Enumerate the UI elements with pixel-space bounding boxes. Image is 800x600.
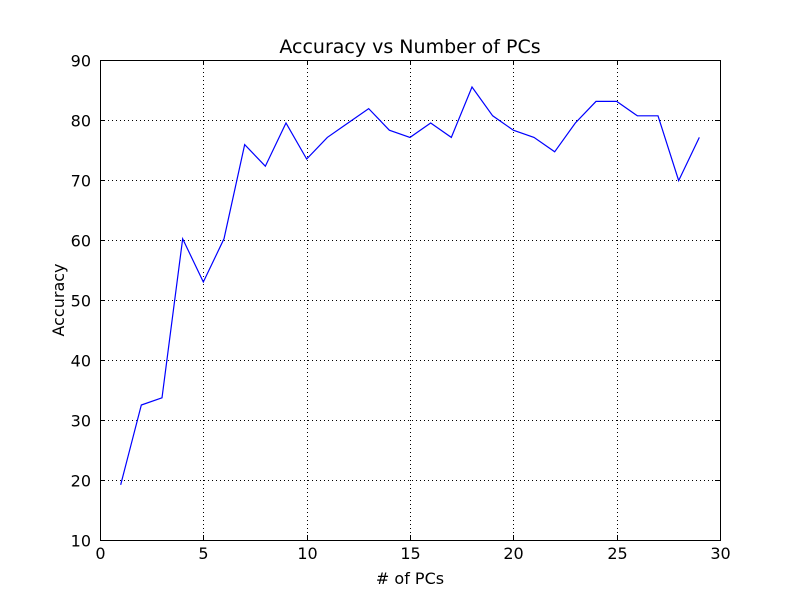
y-tick-label: 40 [71, 352, 91, 371]
y-tick-label: 80 [71, 112, 91, 131]
accuracy-series-line [120, 85, 700, 485]
chart-title: Accuracy vs Number of PCs [279, 36, 540, 58]
y-axis-title: Accuracy [49, 263, 68, 336]
y-tick-label: 60 [71, 232, 91, 251]
x-tick-label: 30 [710, 544, 730, 563]
x-tick-label: 25 [607, 544, 627, 563]
y-tick-label: 20 [71, 472, 91, 491]
x-tick-label: 10 [297, 544, 317, 563]
x-axis-tick-labels: 0 5 10 15 20 25 30 [95, 544, 730, 563]
x-axis-title: # of PCs [376, 569, 444, 588]
grid [100, 60, 720, 540]
y-axis-tick-labels: 10 20 30 40 50 60 70 80 90 [71, 52, 91, 551]
x-tick-label: 5 [198, 544, 208, 563]
y-tick-label: 70 [71, 172, 91, 191]
x-tick-label: 0 [95, 544, 105, 563]
x-tick-label: 15 [400, 544, 420, 563]
y-tick-label: 30 [71, 412, 91, 431]
x-tick-label: 20 [503, 544, 523, 563]
y-tick-label: 50 [71, 292, 91, 311]
plot-area [120, 85, 700, 485]
y-tick-label: 10 [71, 532, 91, 551]
axis-ticks [100, 60, 721, 541]
y-tick-label: 90 [71, 52, 91, 71]
